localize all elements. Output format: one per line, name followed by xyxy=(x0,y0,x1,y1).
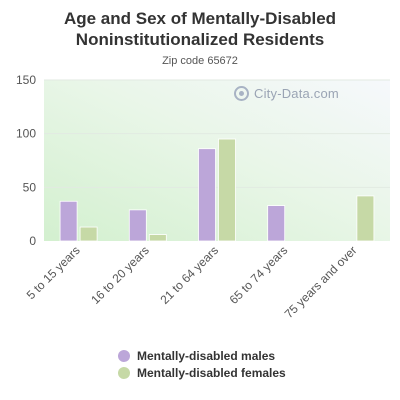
legend: Mentally-disabled males Mentally-disable… xyxy=(118,348,286,382)
bar-females-0 xyxy=(79,226,98,242)
legend-swatch-males xyxy=(118,350,130,362)
bar-females-1 xyxy=(148,234,167,242)
x-axis-ticks: 5 to 15 years 16 to 20 years 21 to 64 year… xyxy=(24,243,360,321)
legend-item-males: Mentally-disabled males xyxy=(118,348,286,364)
bar-males-2 xyxy=(198,148,216,242)
bar-males-3 xyxy=(267,205,286,242)
watermark: City-Data.com xyxy=(234,86,339,101)
legend-swatch-females xyxy=(118,367,130,379)
x-tick-label-3: 65 to 74 years xyxy=(227,243,291,307)
search-icon xyxy=(234,86,249,101)
x-tick-label-0: 5 to 15 years xyxy=(24,243,83,302)
y-tick-label-3: 150 xyxy=(16,73,36,87)
legend-label-females: Mentally-disabled females xyxy=(137,366,286,380)
bar-males-1 xyxy=(128,209,147,242)
legend-item-females: Mentally-disabled females xyxy=(118,365,286,381)
bars xyxy=(59,138,375,242)
chart-subtitle: Zip code 65672 xyxy=(162,55,238,67)
chart-title: Age and Sex of Mentally-Disabled Noninst… xyxy=(63,9,337,49)
y-tick-label-2: 100 xyxy=(16,127,36,141)
gridlines xyxy=(44,79,390,188)
x-tick-label-2: 21 to 64 years xyxy=(157,243,221,307)
y-tick-label-0: 0 xyxy=(29,234,36,248)
bar-females-4 xyxy=(356,195,375,242)
bar-males-0 xyxy=(59,200,78,242)
x-tick-label-1: 16 to 20 years xyxy=(88,243,152,307)
plot-area xyxy=(44,80,390,241)
watermark-text: City-Data.com xyxy=(254,86,339,101)
bar-females-2 xyxy=(218,138,236,242)
y-axis-ticks: 0 50 100 150 xyxy=(16,73,36,248)
legend-label-males: Mentally-disabled males xyxy=(137,349,276,363)
x-tick-label-4: 75 years and over xyxy=(282,243,360,321)
y-tick-label-1: 50 xyxy=(23,180,37,194)
